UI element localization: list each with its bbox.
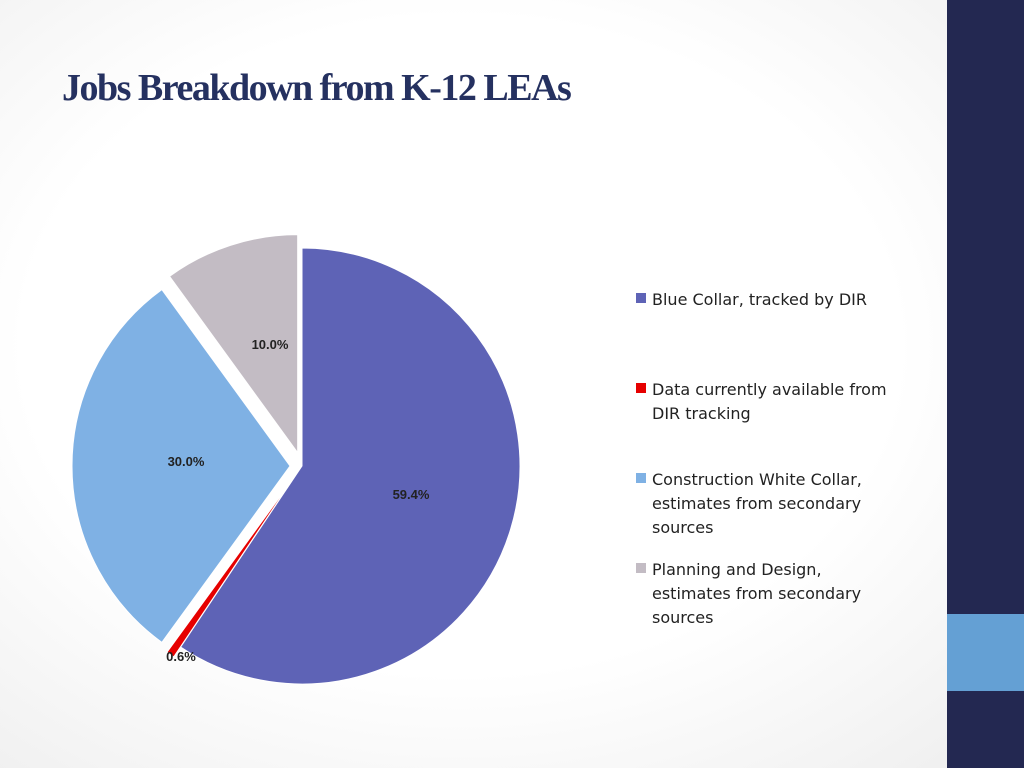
slice-label-dir-data: 0.6% <box>166 649 196 664</box>
legend-label-dir-data: Data currently available from DIR tracki… <box>652 380 887 423</box>
pie-slice-planning-design <box>168 234 299 455</box>
legend-label-white-collar: Construction White Collar, estimates fro… <box>652 470 862 537</box>
slide-title: Jobs Breakdown from K-12 LEAs <box>62 67 572 109</box>
sidebar-accent-block <box>947 614 1024 691</box>
pie-slice-dir-data <box>166 475 296 658</box>
pie-slice-white-collar <box>71 288 291 644</box>
legend-label-blue-collar: Blue Collar, tracked by DIR <box>652 290 867 309</box>
pie-slice-blue-collar <box>179 247 521 685</box>
slice-label-planning-design: 10.0% <box>252 337 289 352</box>
pie-chart: 59.4% 0.6% 30.0% 10.0% <box>71 234 521 685</box>
legend-item-white-collar: Construction White Collar, estimates fro… <box>636 468 897 540</box>
legend-swatch-dir-data <box>636 383 646 393</box>
legend-swatch-planning-design <box>636 563 646 573</box>
legend-item-dir-data: Data currently available from DIR tracki… <box>636 378 897 426</box>
legend-item-planning-design: Planning and Design, estimates from seco… <box>636 558 897 630</box>
slice-label-blue-collar: 59.4% <box>393 487 430 502</box>
legend-swatch-blue-collar <box>636 293 646 303</box>
slice-label-white-collar: 30.0% <box>168 454 205 469</box>
legend-item-blue-collar: Blue Collar, tracked by DIR <box>636 288 897 312</box>
legend-swatch-white-collar <box>636 473 646 483</box>
legend-label-planning-design: Planning and Design, estimates from seco… <box>652 560 862 627</box>
